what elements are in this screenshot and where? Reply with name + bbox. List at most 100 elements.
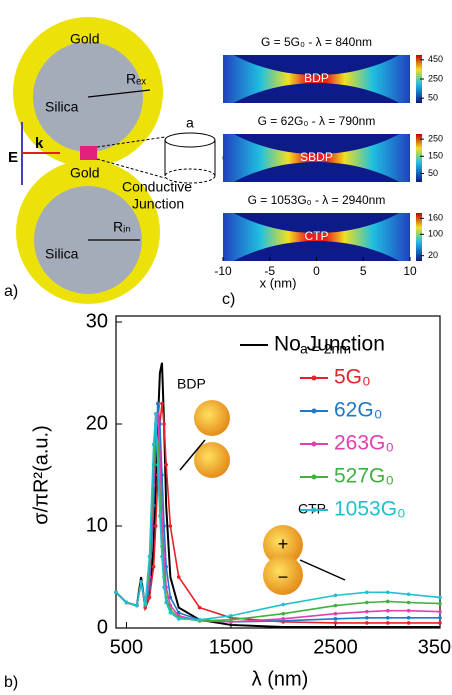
marker [139, 580, 143, 584]
colorbar-tick-label: 20 [428, 250, 438, 260]
marker [407, 609, 411, 613]
label: Conductive [122, 179, 192, 195]
marker [229, 614, 233, 618]
marker [162, 585, 166, 589]
colorbar-tick-label: 250 [428, 73, 443, 83]
label: E [8, 149, 18, 166]
x-tick-label: 10 [403, 264, 417, 278]
legend-marker [312, 475, 317, 480]
marker [334, 594, 338, 598]
colorbar [416, 134, 422, 182]
legend-label: 62G₀ [334, 399, 382, 422]
marker [386, 621, 390, 625]
panel-label: b) [4, 674, 18, 691]
x-tick-label: 500 [110, 636, 143, 658]
marker [152, 565, 156, 569]
label: Silica [45, 99, 79, 115]
marker [438, 610, 442, 614]
colorbar-tick-label: 150 [428, 151, 443, 161]
panel-label: a) [4, 283, 18, 300]
x-axis-label: λ (nm) [252, 668, 309, 690]
y-tick-label: 20 [86, 412, 108, 434]
marker [407, 601, 411, 605]
colorbar-tick-label: 250 [428, 134, 443, 144]
marker [438, 621, 442, 625]
x-tick-label: 5 [360, 264, 367, 278]
label: k [35, 135, 44, 152]
marker [152, 443, 156, 447]
marker [169, 524, 173, 528]
marker [198, 606, 202, 610]
svg-text:+: + [278, 534, 289, 554]
marker [135, 604, 139, 608]
x-tick-label: 0 [313, 264, 320, 278]
marker [198, 618, 202, 622]
legend-marker [312, 508, 317, 513]
x-tick-label: -10 [214, 264, 232, 278]
legend-marker [312, 409, 317, 414]
colorbar-tick-label: 160 [428, 213, 443, 223]
y-axis-label: σ/πR²(a.u.) [30, 425, 52, 524]
legend-label: 5G₀ [334, 366, 371, 389]
marker [438, 596, 442, 600]
colorbar-tick-label: 100 [428, 229, 443, 239]
map-title: G = 62G₀ - λ = 790nm [258, 114, 376, 128]
marker [334, 621, 338, 625]
marker [365, 610, 369, 614]
marker [229, 618, 233, 622]
colorbar-tick-label: 50 [428, 93, 438, 103]
illustration: + − [180, 400, 345, 595]
legend-marker [312, 442, 317, 447]
junction [80, 146, 97, 160]
marker [125, 601, 129, 605]
marker [160, 555, 164, 559]
colorbar-tick-label: 450 [428, 54, 443, 64]
map-title: G = 5G₀ - λ = 840nm [261, 35, 372, 49]
marker [156, 463, 160, 467]
marker [143, 602, 147, 606]
panel-label: c) [222, 291, 235, 308]
legend-label: 263G₀ [334, 432, 394, 455]
label: Gold [70, 165, 100, 181]
diagram: Gold Silica Rₑₓ a E k d Gold Silica Rᵢₙ … [8, 17, 230, 304]
x-tick-label: 1500 [209, 636, 254, 658]
marker [160, 402, 164, 406]
label: a [186, 115, 194, 131]
marker [158, 514, 162, 518]
marker [334, 617, 338, 621]
marker [365, 616, 369, 620]
marker [407, 593, 411, 597]
marker [177, 617, 181, 621]
marker [438, 602, 442, 606]
marker [281, 617, 285, 621]
label: Gold [70, 31, 100, 47]
legend-marker [312, 376, 317, 381]
label: Junction [132, 196, 184, 212]
label: Rᵢₙ [113, 219, 131, 235]
x-tick-label: 2500 [313, 636, 358, 658]
marker [156, 402, 160, 406]
x-tick-label: 3500 [418, 636, 452, 658]
legend-label: 1053G₀ [334, 498, 406, 521]
y-tick-label: 10 [86, 514, 108, 536]
svg-text:−: − [278, 567, 289, 587]
label: Silica [45, 246, 79, 262]
mode-label: CTP [305, 229, 329, 243]
marker [281, 612, 285, 616]
y-tick-label: 30 [86, 310, 108, 332]
marker [334, 604, 338, 608]
marker [386, 600, 390, 604]
mode-label: BDP [304, 71, 329, 85]
marker [148, 555, 152, 559]
marker [334, 612, 338, 616]
marker [407, 616, 411, 620]
legend-label: No Junction [274, 333, 385, 356]
marker [281, 603, 285, 607]
marker [365, 591, 369, 595]
marker [162, 422, 166, 426]
marker [365, 621, 369, 625]
marker [365, 601, 369, 605]
marker [164, 601, 168, 605]
y-tick-label: 0 [97, 616, 108, 638]
marker [164, 463, 168, 467]
